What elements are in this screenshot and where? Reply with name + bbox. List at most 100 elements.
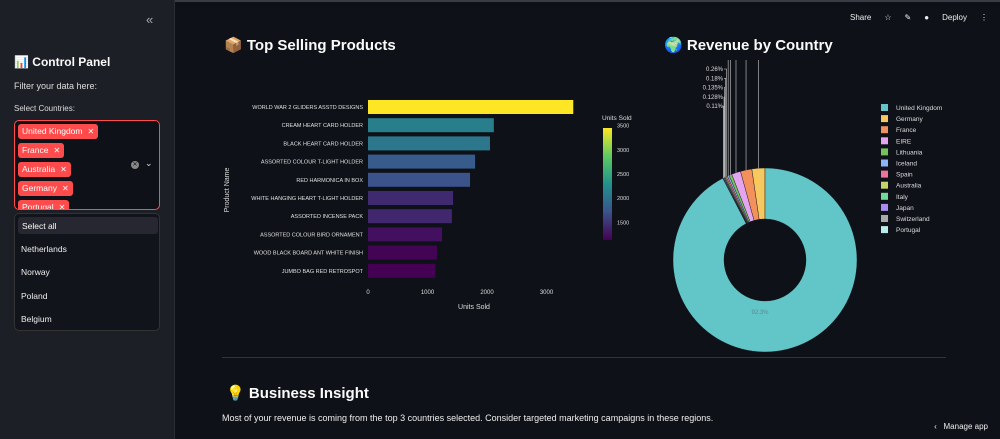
- legend-swatch: [881, 148, 888, 156]
- leader-line: [724, 87, 726, 178]
- chip-label: France: [22, 145, 49, 155]
- legend-swatch: [881, 137, 888, 145]
- lightbulb-icon: 💡: [226, 385, 245, 402]
- select-all-option[interactable]: Select all: [18, 217, 158, 234]
- legend-swatch: [881, 159, 888, 167]
- more-menu-icon[interactable]: ⋮: [980, 13, 988, 22]
- legend-item: Portugal: [896, 227, 921, 234]
- star-icon[interactable]: ☆: [884, 13, 892, 22]
- chip-label: Australia: [22, 164, 56, 174]
- chip-label: Germany: [22, 183, 57, 193]
- legend-item: Australia: [896, 183, 922, 190]
- chip-label: United Kingdom: [22, 126, 83, 136]
- package-icon: 📦: [224, 37, 243, 54]
- chevron-left-icon: ‹: [934, 422, 937, 431]
- chip-united-kingdom[interactable]: United Kingdom ✕: [18, 124, 99, 139]
- legend-swatch: [881, 192, 888, 200]
- option-belgium[interactable]: Belgium: [21, 314, 52, 324]
- x-tick-label: 0: [366, 290, 370, 296]
- pie-section-title: 🌍 Revenue by Country: [664, 36, 833, 54]
- bar: [368, 263, 436, 278]
- bar-label: BLACK HEART CARD HOLDER: [283, 141, 363, 147]
- bar: [368, 100, 574, 114]
- option-norway[interactable]: Norway: [21, 267, 50, 277]
- bar: [368, 227, 443, 242]
- legend-swatch: [881, 126, 888, 134]
- x-tick-label: 2000: [480, 290, 494, 296]
- sidebar-title-text: Control Panel: [32, 55, 111, 69]
- colorbar-tick: 2000: [617, 196, 629, 202]
- toolbar: Share ☆ ✎ ● Deploy ⋮: [850, 13, 988, 22]
- colorbar-tick: 1500: [617, 220, 629, 226]
- colorbar-title: Units Sold: [602, 115, 632, 122]
- legend-item: Lithuania: [896, 149, 923, 156]
- bar: [368, 172, 471, 187]
- option-poland[interactable]: Poland: [21, 291, 48, 301]
- legend-item: Italy: [896, 194, 909, 201]
- leader-line: [723, 105, 724, 178]
- github-icon[interactable]: ●: [924, 13, 930, 22]
- legend-swatch: [881, 170, 888, 178]
- sidebar: « 📊 Control Panel Filter your data here:…: [0, 0, 175, 439]
- legend-item: Spain: [896, 172, 913, 179]
- globe-icon: 🌍: [664, 37, 683, 54]
- legend-item: France: [896, 127, 917, 134]
- bar: [368, 191, 454, 205]
- remove-icon[interactable]: ✕: [60, 165, 67, 174]
- sidebar-title: 📊 Control Panel: [14, 55, 110, 69]
- pie-chart: 92.3% 0.26% 0.18% 0.135% 0.128% 0.11% United K…: [672, 60, 942, 353]
- bar: [368, 154, 476, 169]
- chip-france[interactable]: France ✕: [18, 143, 65, 158]
- share-button[interactable]: Share: [850, 13, 872, 22]
- slice-label: 0.135%: [703, 86, 724, 92]
- colorbar: [603, 128, 612, 240]
- leader-line: [724, 68, 727, 177]
- legend-item: United Kingdom: [896, 105, 942, 112]
- remove-icon[interactable]: ✕: [87, 127, 95, 136]
- legend-item: Germany: [896, 116, 923, 123]
- divider: [222, 357, 946, 358]
- edit-icon[interactable]: ✎: [904, 13, 912, 22]
- legend-swatch: [881, 104, 888, 111]
- x-axis-title: Units Sold: [458, 304, 490, 311]
- bar-label: WORLD WAR 2 GLIDERS ASSTD DESIGNS: [252, 105, 363, 111]
- legend-item: Switzerland: [896, 216, 930, 223]
- slice-label: 0.18%: [706, 76, 724, 82]
- legend-swatch: [881, 181, 888, 189]
- remove-icon[interactable]: ✕: [61, 184, 69, 193]
- remove-icon[interactable]: ✕: [58, 203, 66, 210]
- bar-section-title: 📦 Top Selling Products: [224, 36, 396, 54]
- bar-label: JUMBO BAG RED RETROSPOT: [282, 269, 364, 275]
- bar-chart-icon: 📊: [14, 55, 29, 69]
- chip-germany[interactable]: Germany ✕: [18, 181, 73, 196]
- chip-australia[interactable]: Australia ✕: [18, 162, 71, 177]
- colorbar-tick: 3000: [617, 148, 629, 154]
- legend-item: EIRE: [896, 138, 912, 145]
- collapse-sidebar-icon[interactable]: «: [146, 12, 154, 27]
- country-multiselect[interactable]: United Kingdom ✕ France ✕ Australia ✕ Germa…: [14, 120, 160, 210]
- legend-item: Iceland: [896, 161, 917, 168]
- bar-label: RED HARMONICA IN BOX: [296, 178, 363, 184]
- chip-portugal[interactable]: Portugal ✕: [18, 200, 70, 210]
- bar: [368, 209, 452, 224]
- manage-app-label: Manage app: [943, 422, 988, 431]
- bar-chart: WORLD WAR 2 GLIDERS ASSTD DESIGNS CREAM H…: [224, 100, 632, 311]
- x-tick-label: 3000: [540, 290, 554, 296]
- clear-all-icon[interactable]: ✕: [131, 161, 139, 169]
- legend-swatch: [881, 226, 888, 234]
- remove-icon[interactable]: ✕: [53, 146, 61, 155]
- bar-title-text: Top Selling Products: [246, 37, 396, 54]
- option-netherlands[interactable]: Netherlands: [21, 244, 67, 254]
- deploy-button[interactable]: Deploy: [942, 13, 967, 22]
- insight-title: 💡 Business Insight: [226, 384, 369, 402]
- slice-label: 92.3%: [751, 310, 769, 316]
- colorbar-tick: 3500: [617, 124, 629, 130]
- bar-label: ASSORTED INCENSE PACK: [291, 214, 364, 220]
- legend-swatch: [881, 215, 888, 222]
- manage-app-button[interactable]: ‹ Manage app: [934, 422, 988, 431]
- select-countries-label: Select Countries:: [14, 104, 75, 113]
- insight-text: Most of your revenue is coming from the …: [222, 413, 714, 423]
- chevron-down-icon[interactable]: ⌄: [145, 158, 153, 168]
- top-border: [0, 0, 1000, 2]
- x-tick-label: 1000: [421, 290, 435, 296]
